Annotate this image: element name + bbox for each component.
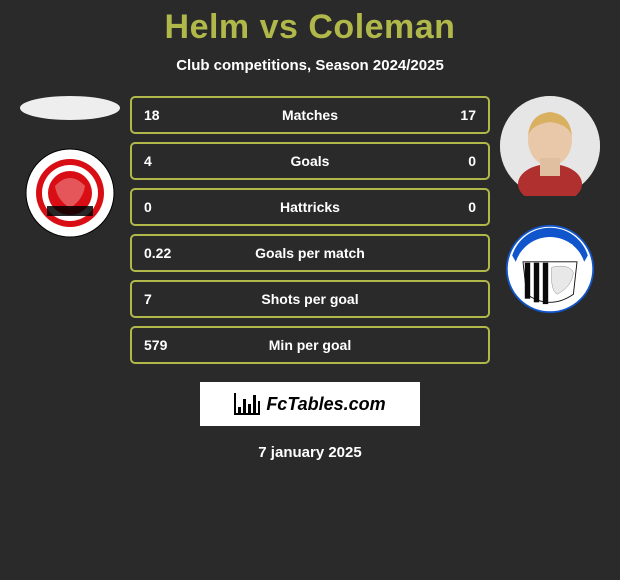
stat-right-value: 0 bbox=[436, 199, 476, 215]
stat-left-value: 18 bbox=[144, 107, 184, 123]
subtitle: Club competitions, Season 2024/2025 bbox=[0, 57, 620, 74]
stat-right-value: 17 bbox=[436, 107, 476, 123]
stat-left-value: 4 bbox=[144, 153, 184, 169]
left-side bbox=[10, 96, 130, 238]
stat-left-value: 579 bbox=[144, 337, 184, 353]
fctables-logo: FcTables.com bbox=[200, 382, 420, 426]
stat-row: 4Goals0 bbox=[130, 142, 490, 180]
stat-left-value: 0.22 bbox=[144, 245, 184, 261]
stat-row: 0Hattricks0 bbox=[130, 188, 490, 226]
svg-text:GILLINGHAM: GILLINGHAM bbox=[527, 242, 573, 251]
svg-text:FOOTBALL CLUB: FOOTBALL CLUB bbox=[528, 253, 572, 259]
date-text: 7 january 2025 bbox=[0, 444, 620, 461]
stat-row: 579Min per goal bbox=[130, 326, 490, 364]
stat-right-value: 0 bbox=[436, 153, 476, 169]
left-player-photo bbox=[20, 96, 120, 120]
stat-row: 18Matches17 bbox=[130, 96, 490, 134]
stat-row: 0.22Goals per match bbox=[130, 234, 490, 272]
right-player-photo bbox=[500, 96, 600, 196]
right-club-badge: GILLINGHAM FOOTBALL CLUB bbox=[505, 224, 595, 314]
stat-left-value: 0 bbox=[144, 199, 184, 215]
left-club-badge bbox=[25, 148, 115, 238]
brand-text: FcTables.com bbox=[266, 394, 385, 415]
stat-label: Shots per goal bbox=[184, 291, 436, 307]
stat-label: Min per goal bbox=[184, 337, 436, 353]
chart-icon bbox=[234, 393, 260, 415]
stat-left-value: 7 bbox=[144, 291, 184, 307]
stat-row: 7Shots per goal bbox=[130, 280, 490, 318]
stat-label: Goals bbox=[184, 153, 436, 169]
stat-label: Goals per match bbox=[184, 245, 436, 261]
stat-label: Matches bbox=[184, 107, 436, 123]
stat-label: Hattricks bbox=[184, 199, 436, 215]
right-side: GILLINGHAM FOOTBALL CLUB bbox=[490, 96, 610, 314]
stats-table: 18Matches174Goals00Hattricks00.22Goals p… bbox=[130, 96, 490, 364]
comparison-content: 18Matches174Goals00Hattricks00.22Goals p… bbox=[0, 96, 620, 364]
page-title: Helm vs Coleman bbox=[0, 8, 620, 47]
